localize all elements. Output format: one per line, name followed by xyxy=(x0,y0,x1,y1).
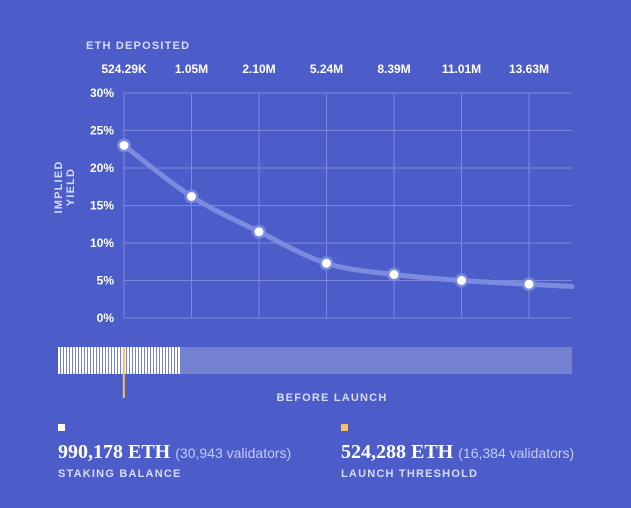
progress-fill-stripe xyxy=(79,347,81,374)
staking-balance-stat: 990,178 ETH (30,943 validators) STAKING … xyxy=(58,424,291,480)
staking-label: STAKING BALANCE xyxy=(58,468,182,480)
progress-fill-stripe xyxy=(106,347,108,374)
progress-fill-stripe xyxy=(151,347,153,374)
progress-fill-stripe xyxy=(67,347,69,374)
data-point xyxy=(254,227,264,237)
y-tick-label: 0% xyxy=(97,311,115,325)
progress-track xyxy=(58,347,572,374)
progress-fill-stripe xyxy=(172,347,174,374)
x-tick-label: 1.05M xyxy=(175,62,208,76)
progress-fill-stripe xyxy=(100,347,102,374)
x-tick-label: 11.01M xyxy=(442,62,481,76)
progress-fill-stripe xyxy=(178,347,180,374)
y-tick-label: 20% xyxy=(90,161,114,175)
launch-threshold-stat: 524,288 ETH (16,384 validators) LAUNCH T… xyxy=(341,424,574,480)
threshold-marker xyxy=(341,424,348,431)
progress-fill-stripe xyxy=(124,347,126,374)
data-point xyxy=(524,279,534,289)
progress-fill-stripe xyxy=(127,347,129,374)
progress-fill-stripe xyxy=(160,347,162,374)
progress-fill-stripe xyxy=(91,347,93,374)
staking-marker xyxy=(58,424,65,431)
threshold-label: LAUNCH THRESHOLD xyxy=(341,468,479,480)
x-tick-label: 2.10M xyxy=(242,62,275,76)
chart-ticks: 30% 25% 20% 15% 10% 5% 0% 524.29K 1.05M 2.10M 5.24… xyxy=(90,62,549,325)
x-axis-title: ETH DEPOSITED xyxy=(86,40,191,52)
progress-fill-stripe xyxy=(136,347,138,374)
progress-fill-stripe xyxy=(163,347,165,374)
data-point xyxy=(119,141,129,150)
staking-value-line: 990,178 ETH (30,943 validators) xyxy=(58,441,291,464)
progress-fill-stripe xyxy=(139,347,141,374)
deposit-progress-bar xyxy=(58,347,572,398)
x-tick-label: 13.63M xyxy=(509,62,549,76)
progress-label: BEFORE LAUNCH xyxy=(276,392,388,404)
progress-fill-stripe xyxy=(112,347,114,374)
y-tick-label: 10% xyxy=(90,236,114,250)
progress-fill-stripe xyxy=(58,347,60,374)
progress-fill-stripe xyxy=(73,347,75,374)
progress-fill-stripe xyxy=(88,347,90,374)
x-tick-label: 524.29K xyxy=(101,62,147,76)
progress-fill-stripe xyxy=(109,347,111,374)
progress-fill-stripe xyxy=(130,347,132,374)
staking-value: 990,178 ETH xyxy=(58,441,171,463)
progress-fill-stripe xyxy=(169,347,171,374)
progress-fill-stripe xyxy=(115,347,117,374)
y-tick-label: 25% xyxy=(90,124,114,138)
threshold-validators: (16,384 validators) xyxy=(458,445,575,461)
progress-fill-stripe xyxy=(133,347,135,374)
progress-fill-stripe xyxy=(118,347,120,374)
data-point xyxy=(187,192,196,201)
progress-fill-stripe xyxy=(94,347,96,374)
progress-fill-stripe xyxy=(142,347,144,374)
y-tick-label: 30% xyxy=(90,86,114,100)
y-axis-title: IMPLIED YIELD xyxy=(53,160,77,214)
x-tick-label: 5.24M xyxy=(310,62,343,76)
progress-fill-stripe xyxy=(166,347,168,374)
progress-fill-stripe xyxy=(85,347,87,374)
progress-fill-stripe xyxy=(157,347,159,374)
progress-fill-stripe xyxy=(82,347,84,374)
progress-fill-stripe xyxy=(145,347,147,374)
y-tick-label: 15% xyxy=(90,199,114,213)
progress-fill-stripe xyxy=(76,347,78,374)
progress-fill-stripe xyxy=(61,347,63,374)
progress-fill-stripe xyxy=(154,347,156,374)
progress-fill-stripe xyxy=(64,347,66,374)
progress-fill-stripe xyxy=(97,347,99,374)
y-tick-label: 5% xyxy=(97,274,115,288)
progress-fill-stripe xyxy=(121,347,123,374)
chart-points xyxy=(117,138,536,292)
data-point xyxy=(457,276,466,285)
data-point xyxy=(322,258,331,268)
threshold-value-line: 524,288 ETH (16,384 validators) xyxy=(341,441,574,464)
x-tick-label: 8.39M xyxy=(377,62,410,76)
staking-validators: (30,943 validators) xyxy=(175,445,292,461)
progress-fill-stripe xyxy=(148,347,150,374)
progress-fill-stripe xyxy=(70,347,72,374)
data-point xyxy=(389,270,399,279)
progress-fill-stripe xyxy=(103,347,105,374)
progress-fill-stripe xyxy=(175,347,177,374)
threshold-value: 524,288 ETH xyxy=(341,441,454,463)
